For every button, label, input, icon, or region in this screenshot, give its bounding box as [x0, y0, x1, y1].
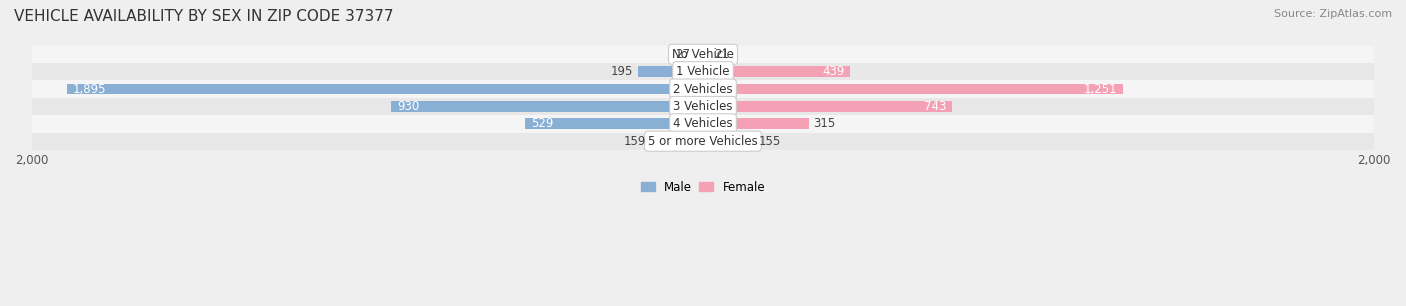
Bar	[32, 132, 1374, 150]
Legend: Male, Female: Male, Female	[636, 176, 770, 198]
Text: 195: 195	[612, 65, 634, 78]
Text: 529: 529	[531, 117, 554, 130]
Text: 4 Vehicles: 4 Vehicles	[673, 117, 733, 130]
Bar	[650, 136, 703, 147]
Text: 1 Vehicle: 1 Vehicle	[676, 65, 730, 78]
Text: 3 Vehicles: 3 Vehicles	[673, 100, 733, 113]
Bar	[695, 49, 703, 60]
Bar	[703, 84, 1123, 95]
Text: 27: 27	[675, 48, 690, 61]
Text: 439: 439	[823, 65, 845, 78]
Bar	[67, 84, 703, 95]
Text: 159: 159	[623, 135, 645, 148]
Bar	[703, 66, 851, 77]
Text: 743: 743	[924, 100, 946, 113]
Text: 1,251: 1,251	[1083, 83, 1116, 95]
Bar	[391, 101, 703, 112]
Bar	[32, 80, 1374, 98]
Bar	[32, 115, 1374, 132]
Text: 315: 315	[813, 117, 835, 130]
Bar	[526, 118, 703, 129]
Text: 930: 930	[396, 100, 419, 113]
Bar	[703, 49, 710, 60]
Bar	[32, 63, 1374, 80]
Text: VEHICLE AVAILABILITY BY SEX IN ZIP CODE 37377: VEHICLE AVAILABILITY BY SEX IN ZIP CODE …	[14, 9, 394, 24]
Text: No Vehicle: No Vehicle	[672, 48, 734, 61]
Text: 21: 21	[714, 48, 730, 61]
Bar	[637, 66, 703, 77]
Text: 2 Vehicles: 2 Vehicles	[673, 83, 733, 95]
Bar	[32, 46, 1374, 63]
Text: 155: 155	[759, 135, 782, 148]
Text: Source: ZipAtlas.com: Source: ZipAtlas.com	[1274, 9, 1392, 19]
Bar	[32, 98, 1374, 115]
Text: 1,895: 1,895	[73, 83, 107, 95]
Bar	[703, 118, 808, 129]
Bar	[703, 136, 755, 147]
Bar	[703, 101, 952, 112]
Text: 5 or more Vehicles: 5 or more Vehicles	[648, 135, 758, 148]
